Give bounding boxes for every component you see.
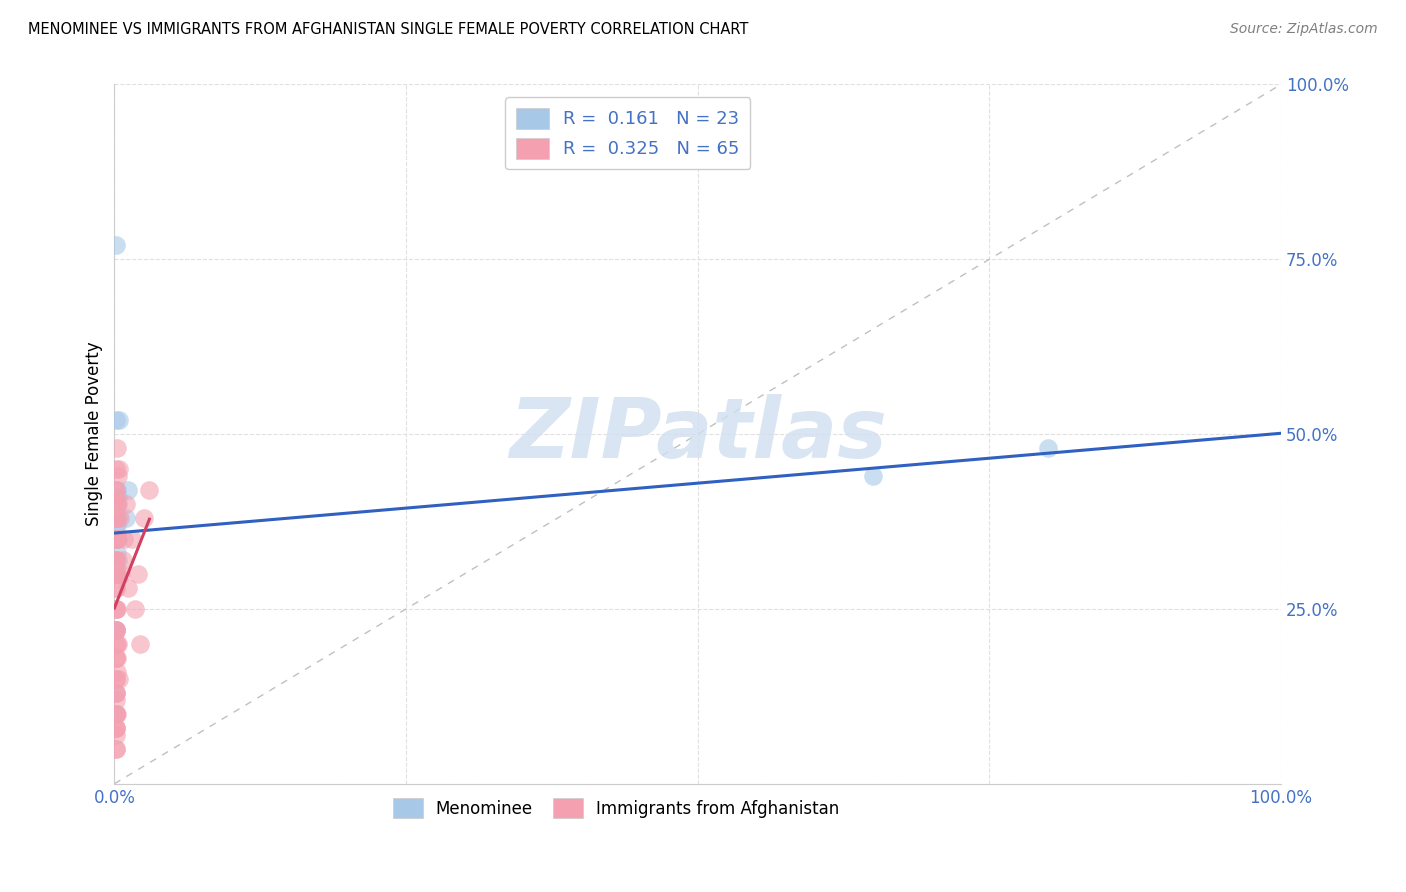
Point (138, 483, 160, 497)
Point (104, 721, 127, 735)
Text: Source: ZipAtlas.com: Source: ZipAtlas.com (1230, 22, 1378, 37)
Point (117, 483, 139, 497)
Point (104, 686, 127, 700)
Point (104, 511, 127, 525)
Point (105, 566, 128, 581)
Point (104, 672, 127, 686)
Point (104, 483, 127, 497)
Point (107, 497, 129, 511)
Point (108, 672, 131, 686)
Point (104, 721, 127, 735)
Point (105, 566, 128, 581)
Point (105, 497, 128, 511)
Point (104, 706, 127, 721)
Point (110, 511, 132, 525)
Point (132, 511, 155, 525)
Point (127, 566, 149, 581)
Point (105, 518, 128, 533)
Point (105, 637, 128, 651)
Point (104, 686, 127, 700)
Point (104, 566, 127, 581)
Point (104, 553, 127, 567)
Point (104, 728, 127, 742)
Point (129, 637, 152, 651)
Y-axis label: Single Female Poverty: Single Female Poverty (86, 342, 103, 526)
Point (104, 560, 127, 574)
Point (104, 462, 127, 476)
Point (104, 511, 127, 525)
Point (121, 532, 143, 546)
Point (104, 651, 127, 665)
Point (104, 413, 127, 427)
Point (104, 497, 127, 511)
Point (105, 483, 128, 497)
Point (112, 532, 135, 546)
Point (107, 637, 129, 651)
Point (104, 623, 127, 637)
Point (104, 706, 127, 721)
Point (117, 581, 139, 595)
Text: MENOMINEE VS IMMIGRANTS FROM AFGHANISTAN SINGLE FEMALE POVERTY CORRELATION CHART: MENOMINEE VS IMMIGRANTS FROM AFGHANISTAN… (28, 22, 748, 37)
Point (104, 741, 127, 756)
Point (115, 511, 138, 525)
Point (104, 672, 127, 686)
Point (104, 686, 127, 700)
Point (104, 651, 127, 665)
Point (105, 532, 128, 546)
Point (104, 623, 127, 637)
Point (104, 532, 127, 546)
Point (104, 553, 127, 567)
Point (108, 462, 131, 476)
Point (104, 623, 127, 637)
Point (1036, 441, 1059, 455)
Point (105, 511, 128, 525)
Point (104, 602, 127, 616)
Legend: Menominee, Immigrants from Afghanistan: Menominee, Immigrants from Afghanistan (385, 792, 846, 824)
Point (107, 490, 129, 504)
Point (104, 553, 127, 567)
Point (104, 602, 127, 616)
Point (107, 511, 129, 525)
Point (105, 665, 128, 679)
Point (104, 741, 127, 756)
Point (124, 602, 146, 616)
Point (105, 651, 128, 665)
Point (110, 566, 132, 581)
Text: ZIPatlas: ZIPatlas (509, 393, 887, 475)
Point (104, 623, 127, 637)
Point (104, 581, 127, 595)
Point (104, 623, 127, 637)
Point (104, 497, 127, 511)
Point (104, 721, 127, 735)
Point (105, 602, 128, 616)
Point (111, 553, 134, 567)
Point (104, 637, 127, 651)
Point (104, 566, 127, 581)
Point (862, 469, 884, 483)
Point (104, 238, 127, 252)
Point (107, 532, 129, 546)
Point (104, 532, 127, 546)
Point (107, 553, 129, 567)
Point (104, 483, 127, 497)
Point (104, 490, 127, 504)
Point (104, 706, 127, 721)
Point (105, 441, 128, 455)
Point (108, 413, 131, 427)
Point (104, 518, 127, 533)
Point (104, 581, 127, 595)
Point (105, 706, 128, 721)
Point (105, 546, 128, 560)
Point (104, 693, 127, 707)
Point (105, 532, 128, 546)
Point (104, 566, 127, 581)
Point (115, 497, 138, 511)
Point (107, 469, 129, 483)
